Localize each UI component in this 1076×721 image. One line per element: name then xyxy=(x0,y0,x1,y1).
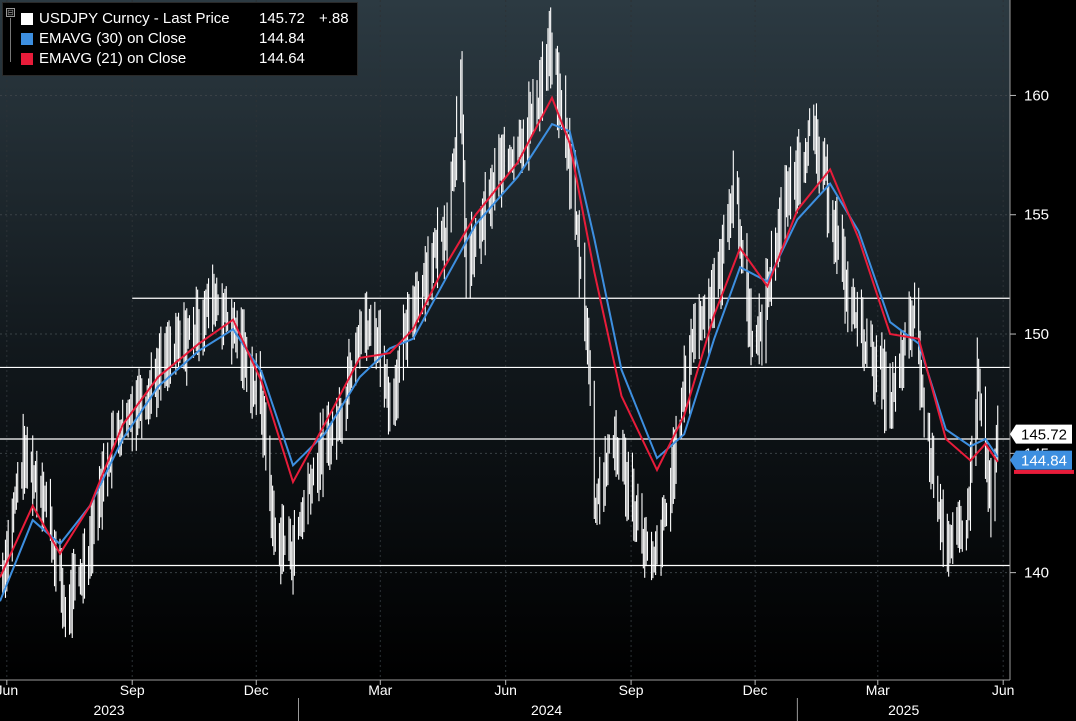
legend-collapse-icon[interactable]: ⊟ xyxy=(6,8,15,17)
legend-swatch-ema30 xyxy=(21,33,33,45)
legend-item-value: 145.72 xyxy=(259,10,305,27)
legend-tree-line xyxy=(10,18,19,62)
last-value-label: 144.84 xyxy=(1021,453,1067,470)
last-value-tag xyxy=(1010,424,1072,444)
moving-averages xyxy=(0,95,999,602)
y-tick-label: 150 xyxy=(1024,326,1049,343)
legend-item-change: +.88 xyxy=(319,10,349,27)
legend-item-value: 144.84 xyxy=(259,30,305,47)
horizontal-levels xyxy=(0,297,1010,567)
x-tick-label: Mar xyxy=(866,682,890,698)
legend-item-label: EMAVG (30) on Close xyxy=(39,30,187,47)
legend-item-label: USDJPY Curncy - Last Price xyxy=(39,10,230,27)
legend-item-label: EMAVG (21) on Close xyxy=(39,50,187,67)
y-tick-label: 155 xyxy=(1024,207,1049,224)
x-tick-label: Jun xyxy=(494,682,517,698)
year-label: 2024 xyxy=(531,702,562,718)
x-tick-label: Sep xyxy=(619,682,644,698)
legend-item-value: 144.64 xyxy=(259,50,305,67)
chart-legend[interactable]: ⊟ USDJPY Curncy - Last Price 145.72 +.88… xyxy=(2,2,358,76)
x-tick-label: Mar xyxy=(368,682,392,698)
legend-swatch-price xyxy=(21,13,33,25)
year-label: 2025 xyxy=(888,702,919,718)
last-value-label: 145.72 xyxy=(1021,427,1067,444)
last-value-tags: 145.72 144.84 xyxy=(1010,424,1074,474)
x-tick-label: Jun xyxy=(0,682,18,698)
ema-line xyxy=(0,122,999,602)
plot-background xyxy=(0,0,1010,680)
ema-line xyxy=(0,95,999,578)
ema21-tag-marker xyxy=(1014,469,1074,474)
last-value-tag xyxy=(1010,450,1072,470)
x-tick-label: Dec xyxy=(244,682,269,698)
legend-swatch-ema21 xyxy=(21,53,33,65)
x-tick-label: Sep xyxy=(120,682,145,698)
x-tick-label: Dec xyxy=(743,682,768,698)
x-tick-label: Jun xyxy=(992,682,1015,698)
y-tick-label: 160 xyxy=(1024,87,1049,104)
y-tick-label: 140 xyxy=(1024,565,1049,582)
year-label: 2023 xyxy=(93,702,124,718)
